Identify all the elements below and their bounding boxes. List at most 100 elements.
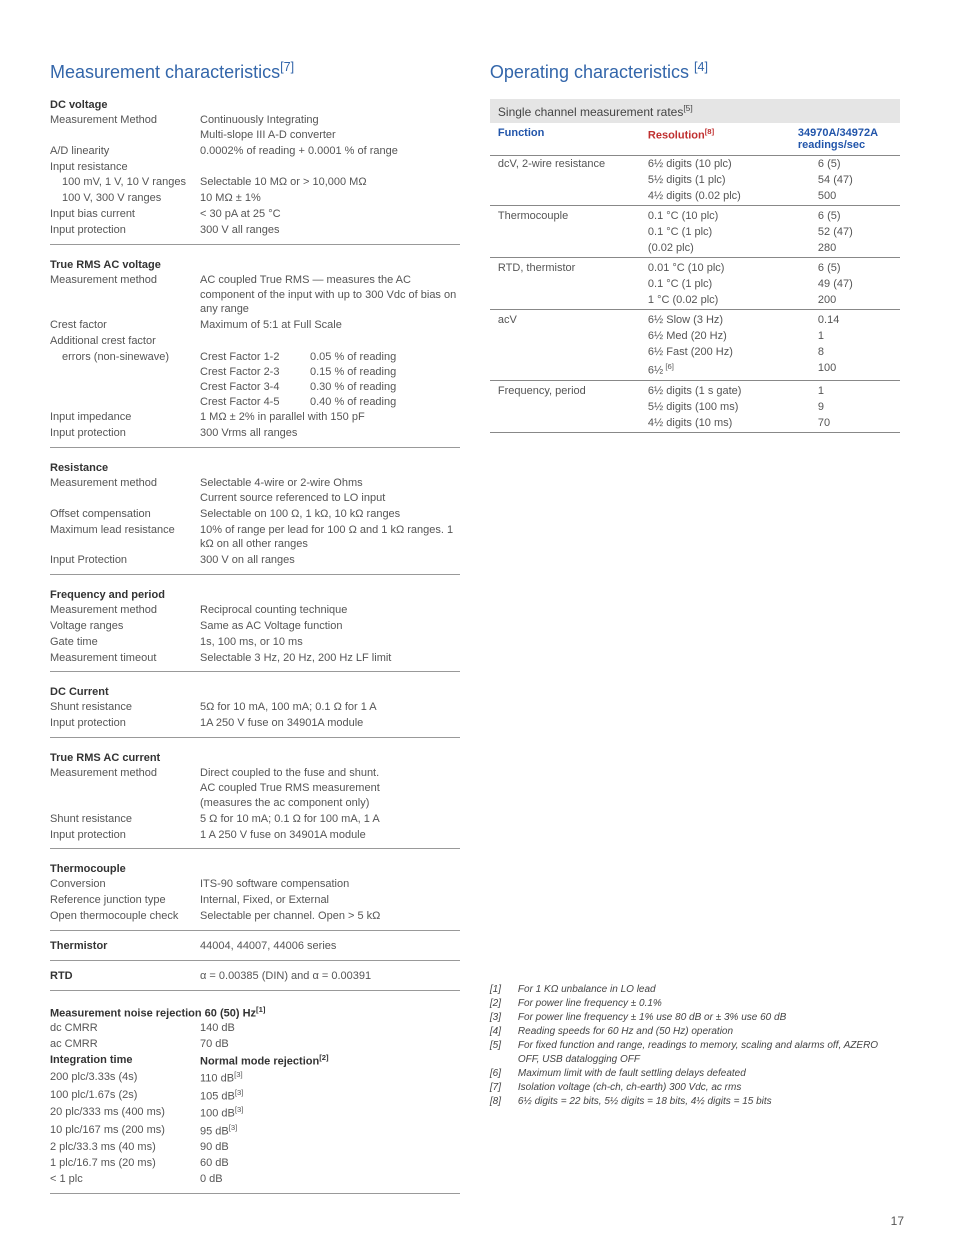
title-sup: [4] <box>694 60 708 74</box>
title-text: Measurement characteristics <box>50 62 280 82</box>
rate-row: dcV, 2-wire resistance6½ digits (10 plc)… <box>490 156 900 172</box>
spec-label: Input bias current <box>50 207 200 222</box>
title-sup: [7] <box>280 60 294 74</box>
spec-row: Offset compensationSelectable on 100 Ω, … <box>50 507 460 522</box>
spec-row: 100 mV, 1 V, 10 V rangesSelectable 10 MΩ… <box>50 175 460 190</box>
spec-label: Integration time <box>50 1053 200 1070</box>
spec-value: Maximum of 5:1 at Full Scale <box>200 318 460 333</box>
section-heading: True RMS AC voltage <box>50 259 460 271</box>
spec-row: Input protection1A 250 V fuse on 34901A … <box>50 716 460 731</box>
spec-value: 110 dB[3] <box>200 1070 460 1087</box>
spec-label: Input resistance <box>50 160 200 175</box>
rate-function <box>498 401 648 413</box>
rate-value: 280 <box>798 242 892 254</box>
spec-label: Measurement timeout <box>50 651 200 666</box>
rate-row: (0.02 plc)280 <box>490 240 900 258</box>
spec-value: Same as AC Voltage function <box>200 619 460 634</box>
spec-label: Measurement method <box>50 603 200 618</box>
spec-row: Crest factorMaximum of 5:1 at Full Scale <box>50 318 460 333</box>
footnote: [6]Maximum limit with de fault settling … <box>490 1067 900 1081</box>
rate-value: 54 (47) <box>798 174 892 186</box>
rate-function <box>498 174 648 186</box>
footnote: [5]For fixed function and range, reading… <box>490 1039 900 1067</box>
spec-value: 70 dB <box>200 1037 460 1052</box>
spec-label: Offset compensation <box>50 507 200 522</box>
footnote: [3]For power line frequency ± 1% use 80 … <box>490 1011 900 1025</box>
spec-label: Input Protection <box>50 553 200 568</box>
spec-row: 100 V, 300 V ranges10 MΩ ± 1% <box>50 191 460 206</box>
spec-row: ac CMRR70 dB <box>50 1037 460 1052</box>
spec-value: Selectable per channel. Open > 5 kΩ <box>200 909 460 924</box>
spec-row: Input protection300 V all ranges <box>50 223 460 238</box>
section-heading: DC voltage <box>50 99 460 111</box>
spec-row: Measurement methodSelectable 4-wire or 2… <box>50 476 460 506</box>
footnote: [2]For power line frequency ± 0.1% <box>490 997 900 1011</box>
col-readings: 34970A/34972A readings/sec <box>798 127 892 151</box>
spec-label: Shunt resistance <box>50 812 200 827</box>
spec-value: Crest Factor 1-20.05 % of readingCrest F… <box>200 350 460 409</box>
rate-resolution: 0.01 °C (10 plc) <box>648 262 798 274</box>
rate-resolution: 6½ digits (10 plc) <box>648 158 798 170</box>
page-number: 17 <box>50 1214 904 1228</box>
spec-label: Thermistor <box>50 939 200 954</box>
spec-label: Input protection <box>50 223 200 238</box>
rate-resolution: 5½ digits (1 plc) <box>648 174 798 186</box>
rate-value: 6 (5) <box>798 262 892 274</box>
rate-resolution: 0.1 °C (10 plc) <box>648 210 798 222</box>
spec-row: Maximum lead resistance10% of range per … <box>50 523 460 553</box>
rate-value: 0.14 <box>798 314 892 326</box>
measurement-characteristics-title: Measurement characteristics[7] <box>50 60 460 83</box>
spec-value: 44004, 44007, 44006 series <box>200 939 460 954</box>
rate-value: 200 <box>798 294 892 306</box>
spec-row: dc CMRR140 dB <box>50 1021 460 1036</box>
rate-resolution: 4½ digits (10 ms) <box>648 417 798 429</box>
spec-row: Measurement MethodContinuously Integrati… <box>50 113 460 143</box>
spec-value: 5Ω for 10 mA, 100 mA; 0.1 Ω for 1 A <box>200 700 460 715</box>
spec-value: Selectable on 100 Ω, 1 kΩ, 10 kΩ ranges <box>200 507 460 522</box>
rate-value: 8 <box>798 346 892 358</box>
spec-label: 20 plc/333 ms (400 ms) <box>50 1105 200 1122</box>
section-heading: DC Current <box>50 686 460 698</box>
rate-row: 0.1 °C (1 plc)49 (47) <box>490 276 900 292</box>
rate-row: 6½ [6]100 <box>490 360 900 381</box>
rates-table-header: Function Resolution[8] 34970A/34972A rea… <box>490 123 900 156</box>
rate-value: 9 <box>798 401 892 413</box>
spec-row: 100 plc/1.67s (2s)105 dB[3] <box>50 1088 460 1105</box>
operating-characteristics-title: Operating characteristics [4] <box>490 60 900 83</box>
spec-value: 100 dB[3] <box>200 1105 460 1122</box>
spec-row: < 1 plc0 dB <box>50 1172 460 1187</box>
rate-resolution: 5½ digits (100 ms) <box>648 401 798 413</box>
spec-label: Open thermocouple check <box>50 909 200 924</box>
spec-value: Direct coupled to the fuse and shunt.AC … <box>200 766 460 811</box>
rate-resolution: 1 °C (0.02 plc) <box>648 294 798 306</box>
spec-row: 200 plc/3.33s (4s)110 dB[3] <box>50 1070 460 1087</box>
rate-row: 4½ digits (10 ms)70 <box>490 415 900 433</box>
spec-row: Open thermocouple checkSelectable per ch… <box>50 909 460 924</box>
footnote: [1]For 1 KΩ unbalance in LO lead <box>490 983 900 997</box>
rate-row: 1 °C (0.02 plc)200 <box>490 292 900 310</box>
col-resolution: Resolution[8] <box>648 127 798 151</box>
spec-row: Shunt resistance5 Ω for 10 mA; 0.1 Ω for… <box>50 812 460 827</box>
rate-function <box>498 417 648 429</box>
footnote: [4]Reading speeds for 60 Hz and (50 Hz) … <box>490 1025 900 1039</box>
section-heading: True RMS AC current <box>50 752 460 764</box>
spec-label: Input protection <box>50 426 200 441</box>
rate-function <box>498 278 648 290</box>
spec-value: 300 V on all ranges <box>200 553 460 568</box>
spec-row: Input resistance <box>50 160 460 175</box>
rate-function <box>498 226 648 238</box>
rate-row: 5½ digits (100 ms)9 <box>490 399 900 415</box>
spec-row: ConversionITS-90 software compensation <box>50 877 460 892</box>
spec-row: Input protection300 Vrms all ranges <box>50 426 460 441</box>
spec-row: 1 plc/16.7 ms (20 ms)60 dB <box>50 1156 460 1171</box>
rate-function <box>498 242 648 254</box>
rate-resolution: (0.02 plc) <box>648 242 798 254</box>
spec-label: Crest factor <box>50 318 200 333</box>
spec-label: 10 plc/167 ms (200 ms) <box>50 1123 200 1140</box>
rate-value: 6 (5) <box>798 210 892 222</box>
spec-value: Selectable 3 Hz, 20 Hz, 200 Hz LF limit <box>200 651 460 666</box>
spec-label: Reference junction type <box>50 893 200 908</box>
spec-value: ITS-90 software compensation <box>200 877 460 892</box>
spec-value: 1 A 250 V fuse on 34901A module <box>200 828 460 843</box>
rate-resolution: 6½ Med (20 Hz) <box>648 330 798 342</box>
